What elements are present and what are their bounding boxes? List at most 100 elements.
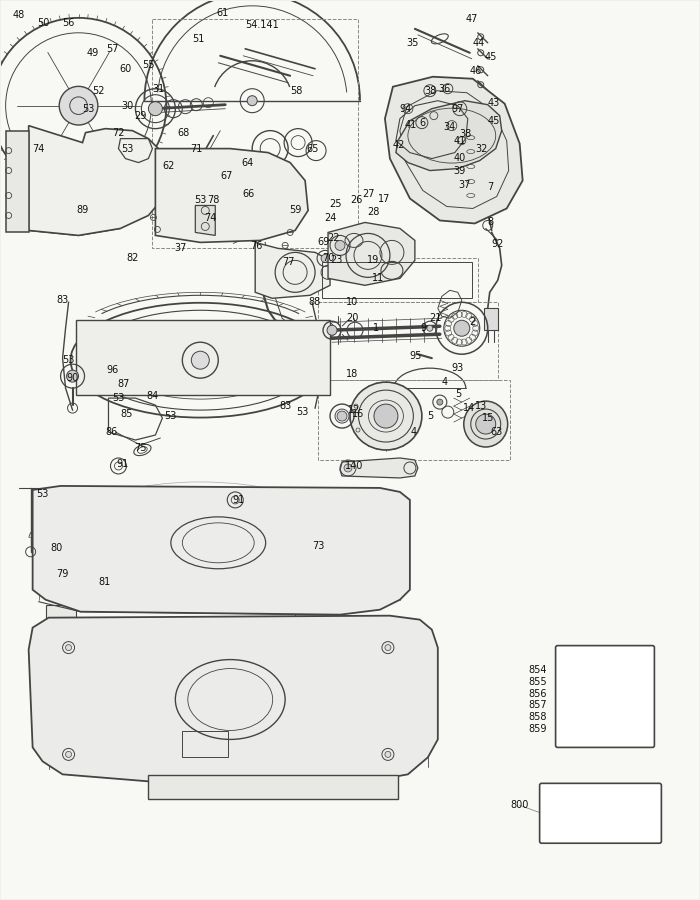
Circle shape [454, 320, 470, 337]
Text: 17: 17 [378, 194, 390, 203]
Polygon shape [484, 309, 498, 330]
Text: 7: 7 [488, 182, 494, 192]
Text: 15: 15 [482, 413, 494, 423]
Polygon shape [256, 242, 330, 298]
Bar [318, 302, 498, 380]
Circle shape [66, 752, 71, 758]
Text: 22: 22 [327, 233, 340, 243]
Text: 1: 1 [373, 323, 379, 333]
FancyBboxPatch shape [540, 783, 662, 843]
Text: 63: 63 [491, 427, 503, 437]
Ellipse shape [350, 382, 422, 450]
Text: 59: 59 [289, 205, 301, 215]
Text: 36: 36 [439, 84, 451, 94]
Text: 854: 854 [528, 664, 547, 675]
Text: 70: 70 [322, 254, 334, 264]
Circle shape [374, 404, 398, 428]
Text: 53: 53 [164, 411, 176, 421]
Text: 38: 38 [425, 86, 437, 95]
Circle shape [337, 411, 347, 421]
Circle shape [191, 351, 209, 369]
Text: 31: 31 [153, 84, 164, 94]
Text: 19: 19 [367, 256, 379, 266]
Text: 94: 94 [400, 104, 412, 113]
Text: 27: 27 [363, 188, 375, 199]
Text: 47: 47 [466, 14, 478, 24]
Text: 56: 56 [62, 18, 75, 28]
Circle shape [335, 240, 345, 250]
Polygon shape [385, 76, 523, 223]
Polygon shape [340, 458, 418, 478]
Text: 23: 23 [330, 256, 342, 266]
Text: 80: 80 [50, 543, 63, 553]
Text: 52: 52 [92, 86, 105, 95]
Polygon shape [76, 320, 330, 395]
Text: 57: 57 [106, 44, 119, 54]
Text: 96: 96 [106, 365, 118, 375]
Text: 40: 40 [454, 153, 466, 163]
Text: 79: 79 [57, 569, 69, 579]
Text: 74: 74 [32, 144, 45, 154]
Text: 48: 48 [13, 10, 25, 20]
Text: A: A [624, 668, 630, 678]
Text: 87: 87 [118, 379, 130, 389]
Bar [46, 605, 76, 626]
Text: 35: 35 [407, 38, 419, 48]
Text: 46: 46 [470, 66, 482, 76]
FancyBboxPatch shape [556, 645, 655, 747]
Text: 859: 859 [528, 724, 547, 734]
Text: 71: 71 [190, 144, 202, 154]
Ellipse shape [464, 401, 508, 447]
Text: 83: 83 [57, 295, 69, 305]
Polygon shape [148, 776, 398, 799]
Text: 51: 51 [192, 34, 204, 44]
Text: 38: 38 [460, 129, 472, 139]
Text: 41: 41 [454, 136, 466, 146]
Text: 61: 61 [216, 8, 228, 18]
Text: 37: 37 [174, 243, 186, 254]
Text: 75: 75 [134, 443, 147, 453]
Text: 76: 76 [250, 241, 262, 251]
Polygon shape [328, 222, 415, 285]
Text: 857: 857 [528, 700, 547, 710]
Text: 43: 43 [488, 98, 500, 108]
Text: 53: 53 [83, 104, 94, 113]
Text: 78: 78 [207, 195, 220, 205]
Text: 90: 90 [66, 374, 78, 383]
Text: 14: 14 [463, 403, 475, 413]
Text: 39: 39 [454, 166, 466, 176]
Text: 86: 86 [105, 427, 118, 437]
Text: 856: 856 [528, 688, 547, 698]
Text: 5: 5 [456, 389, 462, 399]
Text: 858: 858 [528, 713, 547, 723]
Text: 53: 53 [62, 356, 75, 365]
Text: 50: 50 [37, 18, 50, 28]
Circle shape [437, 399, 443, 405]
Text: 45: 45 [484, 52, 497, 62]
Text: 77: 77 [282, 257, 295, 267]
Text: 53: 53 [121, 144, 134, 154]
Text: 62: 62 [162, 160, 174, 171]
Text: 84: 84 [146, 392, 158, 401]
Text: 49: 49 [86, 48, 99, 58]
Text: 54.141: 54.141 [245, 20, 279, 30]
Text: 72: 72 [112, 128, 125, 138]
Text: 64: 64 [241, 158, 253, 167]
Text: 65: 65 [306, 144, 318, 154]
Text: 53: 53 [112, 393, 125, 403]
Polygon shape [33, 486, 410, 615]
Text: 10: 10 [346, 297, 358, 307]
Text: 67: 67 [220, 170, 232, 181]
Text: 855: 855 [528, 677, 547, 687]
Text: 21: 21 [430, 313, 442, 323]
Circle shape [427, 325, 433, 331]
Text: 45: 45 [487, 116, 500, 126]
Text: 4: 4 [442, 377, 448, 387]
Circle shape [66, 644, 71, 651]
Text: 9: 9 [421, 323, 427, 333]
Bar [153, 19, 358, 248]
Text: 30: 30 [121, 101, 134, 111]
Circle shape [66, 370, 78, 382]
Circle shape [247, 95, 257, 105]
Circle shape [385, 644, 391, 651]
